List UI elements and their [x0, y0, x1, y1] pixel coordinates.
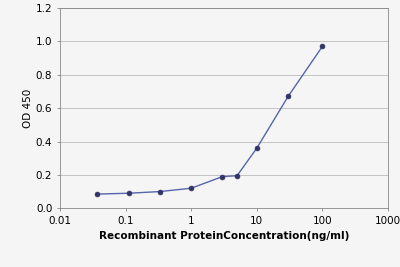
X-axis label: Recombinant ProteinConcentration(ng/ml): Recombinant ProteinConcentration(ng/ml) — [99, 231, 349, 241]
Y-axis label: OD 450: OD 450 — [23, 88, 33, 128]
